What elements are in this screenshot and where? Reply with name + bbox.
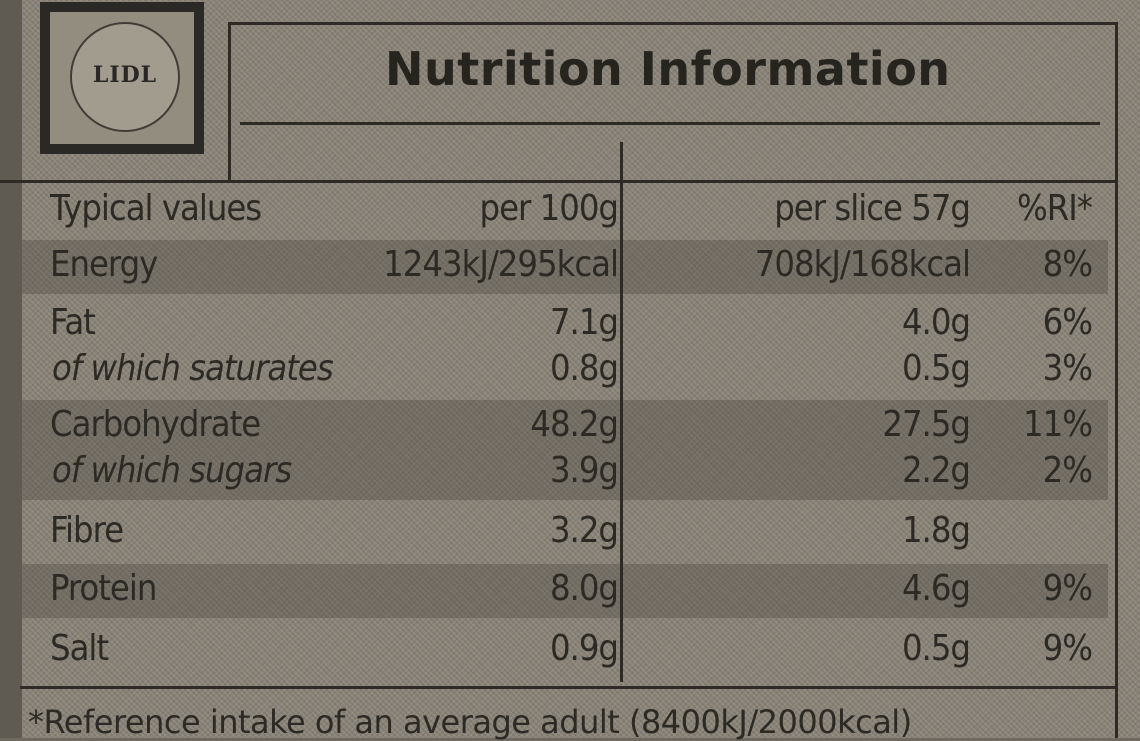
- column-divider: [620, 142, 623, 682]
- frame-line: [1115, 22, 1118, 738]
- value-ri: 9%: [1042, 568, 1093, 609]
- table-header: Typical values per 100g per slice 57g %R…: [22, 186, 1108, 236]
- value-per-100g: 48.2g: [530, 404, 619, 445]
- nutrient-name: Fat: [50, 302, 96, 343]
- nutrient-name: Fibre: [50, 510, 124, 551]
- value-per-100g: 3.2g: [549, 510, 619, 551]
- value-ri: 11%: [1023, 404, 1093, 445]
- nutrient-subname: of which sugars: [52, 450, 292, 491]
- header-per-100g: per 100g: [479, 188, 619, 229]
- value-per-100g: 7.1g: [549, 302, 619, 343]
- value-ri: 2%: [1042, 450, 1093, 491]
- value-per-slice: 27.5g: [882, 404, 971, 445]
- nutrient-name: Salt: [50, 628, 109, 669]
- table-row: Protein 8.0g 4.6g 9%: [22, 564, 1108, 618]
- value-per-slice: 708kJ/168kcal: [754, 244, 971, 285]
- table-row-group: Fat 7.1g 4.0g 6% of which saturates 0.8g…: [22, 298, 1108, 396]
- frame-line: [0, 180, 1118, 183]
- value-per-slice: 0.5g: [901, 348, 971, 389]
- lidl-logo: LIDL: [40, 2, 204, 154]
- value-ri: 9%: [1042, 628, 1093, 669]
- bottom-rule: [20, 686, 1118, 689]
- table-row: Fibre 3.2g 1.8g: [22, 504, 1108, 560]
- value-per-slice: 4.0g: [901, 302, 971, 343]
- reference-intake-footnote: *Reference intake of an average adult (8…: [28, 703, 912, 741]
- frame-line: [228, 22, 231, 182]
- page-title: Nutrition Information: [385, 42, 951, 96]
- header-typical-values: Typical values: [50, 188, 262, 229]
- header-per-slice: per slice 57g: [774, 188, 971, 229]
- table-row-group: Carbohydrate 48.2g 27.5g 11% of which su…: [22, 400, 1108, 500]
- value-ri: 6%: [1042, 302, 1093, 343]
- package-edge: [0, 0, 22, 738]
- value-ri: 3%: [1042, 348, 1093, 389]
- logo-circle: LIDL: [70, 22, 180, 132]
- value-ri: 8%: [1042, 244, 1093, 285]
- value-per-100g: 1243kJ/295kcal: [383, 244, 619, 285]
- nutrient-name: Protein: [50, 568, 157, 609]
- value-per-100g: 0.9g: [549, 628, 619, 669]
- value-per-100g: 0.8g: [549, 348, 619, 389]
- table-row: Energy 1243kJ/295kcal 708kJ/168kcal 8%: [22, 240, 1108, 294]
- value-per-100g: 8.0g: [549, 568, 619, 609]
- header-ri: %RI*: [1016, 188, 1093, 229]
- value-per-slice: 2.2g: [901, 450, 971, 491]
- table-row: Salt 0.9g 0.5g 9%: [22, 622, 1108, 680]
- nutrient-subname: of which saturates: [52, 348, 334, 389]
- nutrient-name: Carbohydrate: [50, 404, 261, 445]
- nutrient-name: Energy: [50, 244, 158, 285]
- value-per-slice: 1.8g: [901, 510, 971, 551]
- title-rule: [240, 122, 1100, 125]
- frame-line: [228, 22, 1118, 25]
- value-per-100g: 3.9g: [549, 450, 619, 491]
- logo-text: LIDL: [92, 62, 158, 88]
- value-per-slice: 4.6g: [901, 568, 971, 609]
- value-per-slice: 0.5g: [901, 628, 971, 669]
